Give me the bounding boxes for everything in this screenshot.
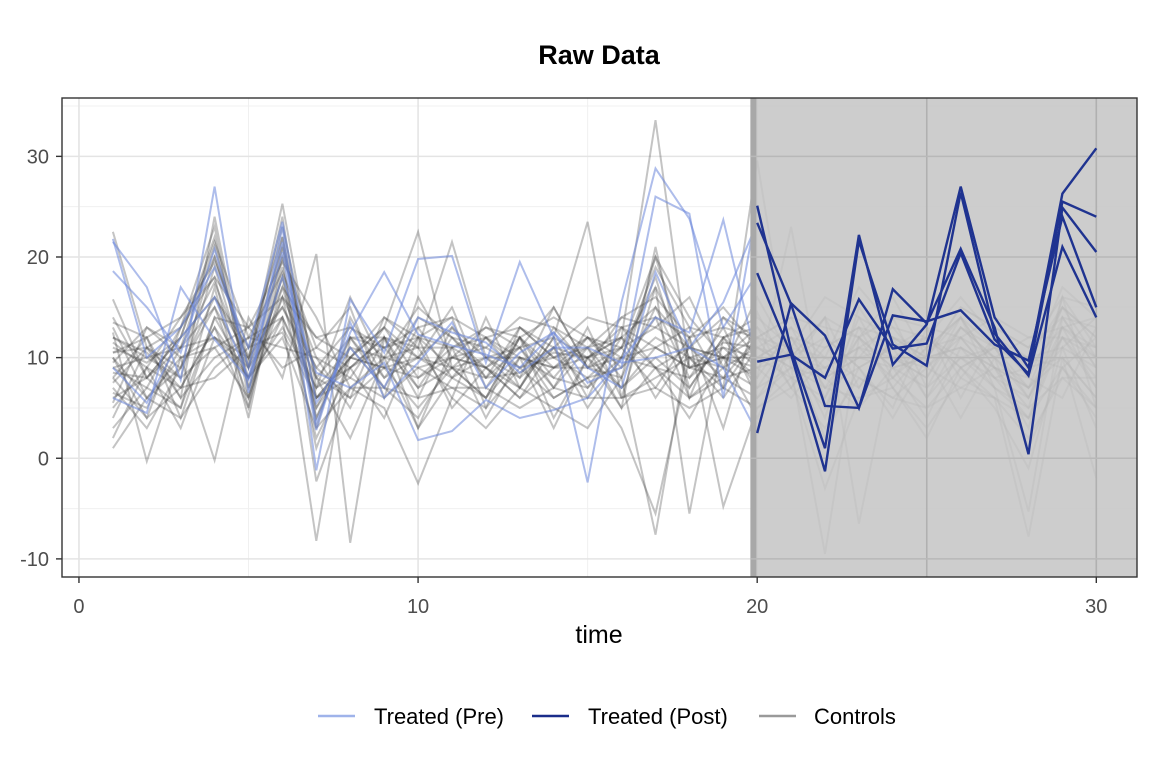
y-tick-label: 30 [27, 146, 49, 168]
treated-post-line [756, 204, 1098, 455]
treated-pre-line [112, 222, 759, 431]
y-tick-label: 20 [27, 247, 49, 269]
y-tick-label: 10 [27, 348, 49, 370]
treated-pre-line [112, 215, 759, 442]
legend-label: Treated (Pre) [374, 704, 504, 729]
x-tick-label: 10 [407, 596, 429, 618]
panel-border [61, 97, 1138, 578]
treated-pre-line [112, 195, 759, 427]
chart-title: Raw Data [538, 40, 661, 70]
post-period-shade [750, 98, 1137, 577]
treated-pre-line [111, 221, 759, 434]
y-tick-label: 0 [38, 448, 49, 470]
legend-label: Treated (Post) [588, 704, 728, 729]
legend-label: Controls [814, 704, 896, 729]
legend: Treated (Pre) Treated (Post) Controls [318, 704, 896, 729]
x-tick-label: 0 [73, 596, 84, 618]
treated-pre-line [112, 165, 759, 483]
x-axis-label: time [575, 621, 622, 649]
x-tick-label: 30 [1085, 596, 1107, 618]
y-tick-label: -10 [20, 549, 49, 571]
plot-panel [61, 97, 1138, 578]
treated-post-line [756, 212, 1098, 410]
treated-post-line [756, 192, 1098, 472]
x-tick-label: 20 [746, 596, 768, 618]
